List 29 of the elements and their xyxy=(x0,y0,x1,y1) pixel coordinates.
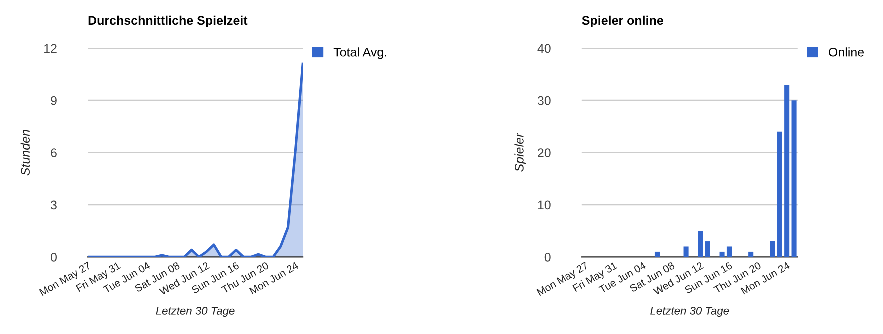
chart-title: Spieler online xyxy=(582,16,664,28)
y-axis-title: Spieler xyxy=(514,132,526,172)
y-tick-label: 12 xyxy=(44,44,57,53)
legend-label: Online xyxy=(829,48,864,57)
y-tick-label: 40 xyxy=(538,44,551,54)
bar xyxy=(777,132,782,258)
bar xyxy=(698,231,704,258)
chart-title: Durchschnittliche Spielzeit xyxy=(88,16,248,28)
y-tick-label: 20 xyxy=(538,148,551,158)
bar xyxy=(748,252,754,258)
y-tick-label: 0 xyxy=(544,252,551,262)
bar xyxy=(770,242,776,258)
y-tick-label: 10 xyxy=(538,200,551,210)
y-tick-label: 9 xyxy=(51,96,57,106)
bar xyxy=(684,246,689,258)
bar xyxy=(726,246,732,258)
legend-label: Total Avg. xyxy=(334,48,386,60)
bar xyxy=(705,242,710,258)
bar xyxy=(784,84,790,258)
y-axis-title: Stunden xyxy=(20,130,30,176)
x-axis-title: Letzten 30 Tage xyxy=(650,307,730,318)
bar xyxy=(720,252,725,258)
x-axis-title: Letzten 30 Tage xyxy=(156,307,235,318)
bar xyxy=(792,100,797,258)
y-tick-label: 0 xyxy=(51,252,57,262)
y-tick-label: 30 xyxy=(538,96,551,106)
bar xyxy=(654,252,660,258)
y-tick-label: 6 xyxy=(51,148,57,158)
y-tick-label: 3 xyxy=(51,200,57,210)
